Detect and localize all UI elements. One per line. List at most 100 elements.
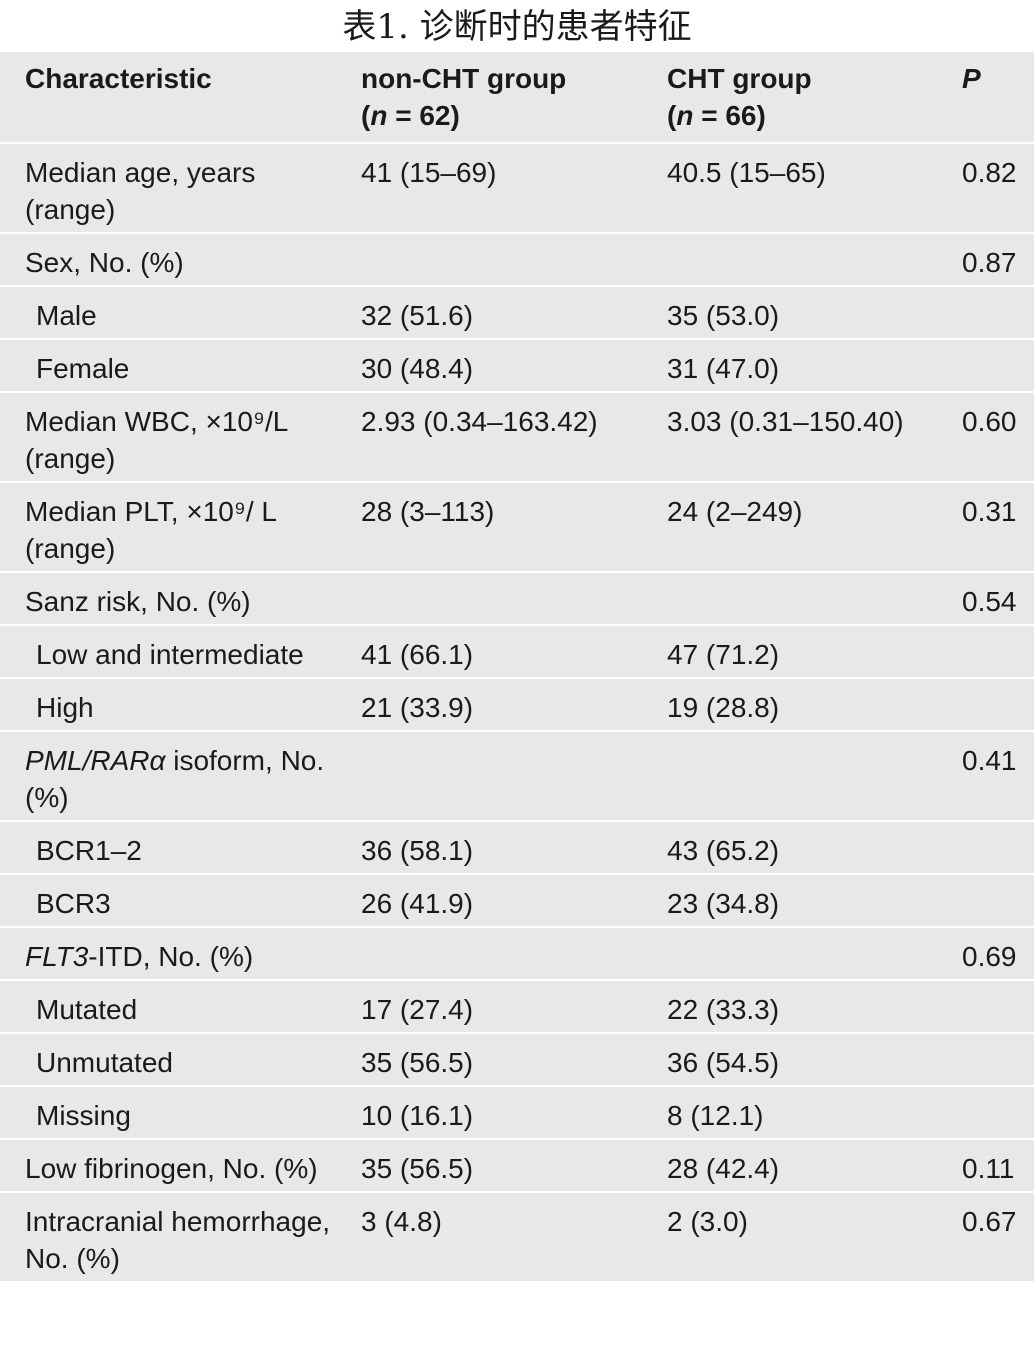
cell-text: Sanz risk, No. (%) (25, 586, 251, 617)
cell-text: Male (36, 300, 97, 331)
header-cell: P (962, 52, 1034, 144)
cell-text: 0.87 (962, 247, 1017, 278)
table-cell: 2.93 (0.34–163.42) (361, 392, 667, 483)
table-cell: Missing (0, 1086, 361, 1140)
table-cell: Median PLT, ×10⁹/ L (range) (0, 482, 361, 573)
table-cell (361, 731, 667, 822)
header-cell: CHT group (n = 66) (667, 52, 962, 144)
table-row: Male 32 (51.6) 35 (53.0) (0, 286, 1034, 340)
cell-text: FLT3 (25, 941, 89, 972)
table-cell: 35 (53.0) (667, 286, 962, 340)
table-row: Female 30 (48.4) 31 (47.0) (0, 339, 1034, 393)
table-row: Low fibrinogen, No. (%) 35 (56.5) 28 (42.4… (0, 1139, 1034, 1193)
cell-text: BCR3 (36, 888, 111, 919)
cell-text: Intracranial hemorrhage, No. (%) (25, 1206, 331, 1274)
cell-text: n (370, 100, 388, 131)
cell-text: 0.11 (962, 1153, 1015, 1184)
table-cell: 24 (2–249) (667, 482, 962, 573)
table-cell (361, 233, 667, 287)
table-cell: 0.31 (962, 482, 1034, 573)
cell-text: non-CHT group (361, 63, 567, 94)
cell-text: Mutated (36, 994, 138, 1025)
table-cell: BCR3 (0, 874, 361, 928)
cell-text: 36 (54.5) (667, 1047, 780, 1078)
table-cell: Low and intermediate (0, 625, 361, 679)
cell-text: Median WBC, ×10⁹/L (range) (25, 406, 288, 474)
cell-text: 47 (71.2) (667, 639, 780, 670)
table-cell: 43 (65.2) (667, 821, 962, 875)
table-title: 表1. 诊断时的患者特征 (342, 7, 692, 47)
cell-text: 24 (2–249) (667, 496, 803, 527)
cell-text: 40.5 (15–65) (667, 157, 826, 188)
cell-text: ( (361, 100, 371, 131)
table-row: PML/RARα isoform, No. (%) 0.41 (0, 731, 1034, 822)
table-cell (361, 927, 667, 981)
table-cell: Mutated (0, 980, 361, 1034)
cell-text: = 66) (693, 100, 766, 131)
cell-text: n (676, 100, 694, 131)
table-cell: 3 (4.8) (361, 1192, 667, 1283)
table-cell: 28 (42.4) (667, 1139, 962, 1193)
table-cell: 0.11 (962, 1139, 1034, 1193)
cell-text: PML/RARα (25, 745, 166, 776)
table-cell: Male (0, 286, 361, 340)
table-cell: Median age, years (range) (0, 143, 361, 234)
header-cell: Characteristic (0, 52, 361, 144)
cell-text: 28 (42.4) (667, 1153, 780, 1184)
cell-text: -ITD, No. (%) (88, 941, 254, 972)
table-cell (962, 678, 1034, 732)
table-cell: 41 (66.1) (361, 625, 667, 679)
table-cell (361, 572, 667, 626)
header-line: Characteristic (25, 60, 331, 97)
table-cell (962, 874, 1034, 928)
table-row: Unmutated 35 (56.5) 36 (54.5) (0, 1033, 1034, 1087)
table-row: BCR1–2 36 (58.1) 43 (65.2) (0, 821, 1034, 875)
table-cell: 47 (71.2) (667, 625, 962, 679)
table-row: FLT3-ITD, No. (%) 0.69 (0, 927, 1034, 981)
cell-text: CHT group (667, 63, 812, 94)
cell-text: 21 (33.9) (361, 692, 474, 723)
table-row: BCR3 26 (41.9) 23 (34.8) (0, 874, 1034, 928)
table-cell (962, 1033, 1034, 1087)
cell-text: 0.60 (962, 406, 1017, 437)
table-cell: 35 (56.5) (361, 1033, 667, 1087)
cell-text: 36 (58.1) (361, 835, 474, 866)
table-cell (667, 927, 962, 981)
cell-text: 0.69 (962, 941, 1017, 972)
cell-text: 0.31 (962, 496, 1017, 527)
cell-text: Median PLT, ×10⁹/ L (range) (25, 496, 276, 564)
table-cell: 2 (3.0) (667, 1192, 962, 1283)
header-line: (n = 66) (667, 97, 907, 134)
cell-text: 17 (27.4) (361, 994, 474, 1025)
table-cell: 31 (47.0) (667, 339, 962, 393)
table-cell: 0.87 (962, 233, 1034, 287)
table-cell: 40.5 (15–65) (667, 143, 962, 234)
table-cell: 0.82 (962, 143, 1034, 234)
cell-text: 0.82 (962, 157, 1017, 188)
table-cell: PML/RARα isoform, No. (%) (0, 731, 361, 822)
table-cell (962, 821, 1034, 875)
cell-text: 35 (56.5) (361, 1047, 474, 1078)
table-cell (667, 572, 962, 626)
cell-text: 31 (47.0) (667, 353, 780, 384)
cell-text: Low and intermediate (36, 639, 304, 670)
table-row: Mutated 17 (27.4) 22 (33.3) (0, 980, 1034, 1034)
table-row: Sex, No. (%) 0.87 (0, 233, 1034, 287)
header-cell: non-CHT group (n = 62) (361, 52, 667, 144)
table-cell (667, 731, 962, 822)
table-body: Median age, years (range) 41 (15–69) 40.5 … (0, 143, 1034, 1283)
table-row: Missing 10 (16.1) 8 (12.1) (0, 1086, 1034, 1140)
characteristics-table: Characteristic non-CHT group (n = 62) CHT g… (0, 52, 1034, 1283)
cell-text: 35 (53.0) (667, 300, 780, 331)
table-cell: 17 (27.4) (361, 980, 667, 1034)
cell-text: Median age, years (range) (25, 157, 256, 225)
cell-text: 30 (48.4) (361, 353, 474, 384)
header-line: CHT group (667, 60, 907, 97)
cell-text: 8 (12.1) (667, 1100, 764, 1131)
cell-text: 0.67 (962, 1206, 1017, 1237)
cell-text: ( (667, 100, 677, 131)
table-cell: High (0, 678, 361, 732)
table-cell (667, 233, 962, 287)
cell-text: 10 (16.1) (361, 1100, 474, 1131)
table-cell: 0.60 (962, 392, 1034, 483)
